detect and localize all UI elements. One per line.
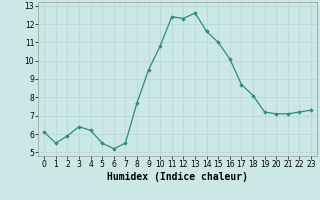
- X-axis label: Humidex (Indice chaleur): Humidex (Indice chaleur): [107, 172, 248, 182]
